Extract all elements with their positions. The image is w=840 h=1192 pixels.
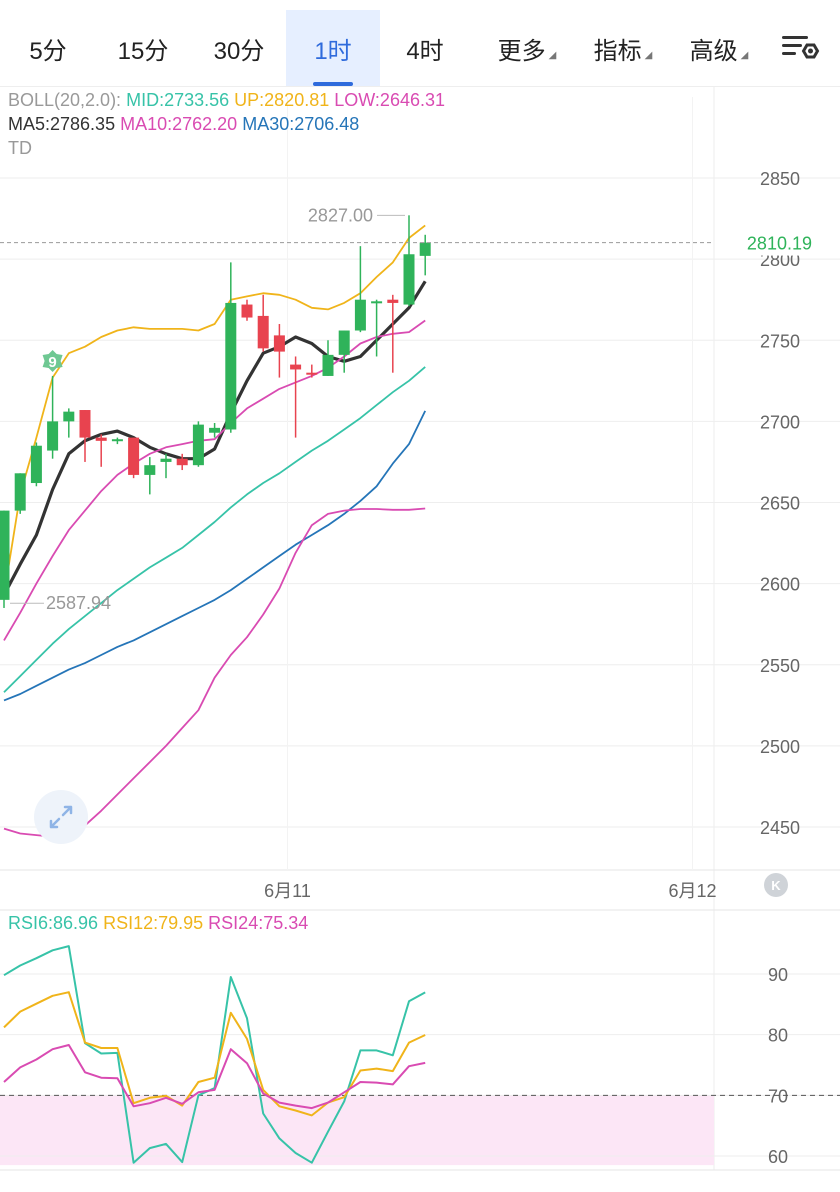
candle-body [79, 410, 91, 438]
ma10-value: MA10:2762.20 [120, 114, 238, 134]
rsi-y-tick-label: 90 [768, 965, 788, 985]
tab-label: 更多 [497, 37, 546, 65]
tab-3[interactable]: 1时 [286, 10, 380, 86]
candle-body [95, 437, 107, 441]
candle-body [160, 458, 172, 462]
candle-body [209, 427, 221, 433]
candle-body [111, 439, 123, 442]
tab-5[interactable]: 更多 ◢ [486, 10, 568, 86]
tab-4[interactable]: 4时 [394, 10, 456, 86]
series-line-up [3, 224, 426, 596]
scroll-to-latest-button[interactable]: K [764, 873, 788, 897]
expand-chart-button[interactable] [34, 790, 88, 844]
boll-legend-name: BOLL(20,2.0): [8, 90, 122, 110]
rsi-y-tick-label: 70 [768, 1086, 788, 1106]
candle-body [30, 445, 42, 484]
tab-6[interactable]: 指标 ◢ [582, 10, 664, 86]
candle-body [241, 304, 253, 318]
y-tick-label: 2850 [760, 169, 800, 189]
tab-label: 指标 [593, 37, 642, 65]
td-legend: TD [8, 138, 32, 158]
x-tick-label: 6月11 [264, 881, 311, 901]
ma-legend: MA5:2786.35 MA10:2762.20 MA30:2706.48 [8, 114, 359, 135]
y-tick-label: 2450 [760, 818, 800, 838]
candle-body [371, 301, 383, 304]
y-tick-label: 2750 [760, 331, 800, 351]
tab-2[interactable]: 30分 [202, 10, 276, 86]
high-marker-label: 2827.00 [308, 205, 373, 225]
candle-body [14, 473, 26, 511]
rsi-y-tick-label: 60 [768, 1147, 788, 1167]
candle-body [0, 510, 10, 600]
series-line-mid [3, 366, 426, 693]
chart-settings-button[interactable] [776, 24, 824, 72]
candle-body [354, 299, 366, 331]
y-tick-label: 2650 [760, 494, 800, 514]
rsi-overbought-zone [0, 1095, 714, 1166]
candle-body [419, 242, 431, 256]
ma5-value: MA5:2786.35 [8, 114, 116, 134]
dropdown-caret-icon: ◢ [548, 49, 557, 61]
expand-icon [49, 805, 73, 829]
y-tick-label: 2550 [760, 656, 800, 676]
candle-body [290, 364, 302, 370]
tab-1[interactable]: 15分 [106, 10, 180, 86]
tab-label: 30分 [213, 37, 265, 65]
tab-label: 15分 [117, 37, 169, 65]
candle-body [403, 254, 415, 305]
candle-body [322, 354, 334, 376]
y-tick-label: 2700 [760, 412, 800, 432]
current-price-label: 2810.19 [747, 234, 812, 254]
boll-low-value: LOW:2646.31 [334, 90, 445, 110]
boll-mid-value: MID:2733.56 [126, 90, 230, 110]
y-tick-label: 2500 [760, 737, 800, 757]
rsi-legend: RSI6:86.96 RSI12:79.95 RSI24:75.34 [8, 913, 308, 934]
rsi-y-tick-label: 80 [768, 1026, 788, 1046]
series-line-ma10 [3, 319, 426, 641]
td-badge [42, 350, 63, 372]
rsi6-value: RSI6:86.96 [8, 913, 99, 933]
series-line-ma5 [2, 280, 427, 596]
boll-legend: BOLL(20,2.0): MID:2733.56 UP:2820.81 LOW… [8, 90, 445, 111]
candle-body [338, 330, 350, 355]
candle-body [176, 458, 188, 466]
candle-body [128, 437, 140, 475]
rsi-line-rsi12 [3, 991, 426, 1117]
rsi12-value: RSI12:79.95 [103, 913, 204, 933]
timeframe-tab-bar: 5分 15分 30分 1时 4时 更多 ◢ 指标 ◢ 高级 ◢ [0, 0, 840, 87]
boll-up-value: UP:2820.81 [234, 90, 330, 110]
chevron-icon: K [771, 877, 781, 893]
x-tick-label: 6月12 [668, 881, 716, 901]
low-marker-label: 2587.94 [46, 593, 111, 613]
candle-body [387, 299, 399, 303]
tab-0[interactable]: 5分 [18, 10, 78, 86]
dropdown-caret-icon: ◢ [644, 49, 653, 61]
next-panel-divider [0, 1170, 840, 1192]
chart-settings-icon [782, 36, 820, 59]
candle-body [192, 424, 204, 466]
tab-label: 4时 [406, 37, 444, 65]
candle-body [225, 302, 237, 430]
ma30-value: MA30:2706.48 [242, 114, 360, 134]
y-tick-label: 2600 [760, 575, 800, 595]
tab-label: 5分 [29, 37, 67, 65]
candle-body [273, 335, 285, 352]
tab-label: 1时 [314, 37, 352, 65]
current-price-tag [716, 229, 840, 256]
series-line-ma30 [3, 410, 427, 702]
td-count-label: 9 [48, 354, 56, 371]
candle-body [63, 411, 75, 422]
candle-body [47, 421, 59, 451]
candle-body [144, 465, 156, 475]
rsi-line-rsi24 [3, 1044, 426, 1110]
dropdown-caret-icon: ◢ [740, 49, 749, 61]
rsi24-value: RSI24:75.34 [208, 913, 309, 933]
series-line-low [3, 507, 426, 838]
candle-body [257, 315, 269, 349]
tab-label: 高级 [689, 37, 738, 65]
candle-body [306, 372, 318, 375]
tab-7[interactable]: 高级 ◢ [678, 10, 760, 86]
